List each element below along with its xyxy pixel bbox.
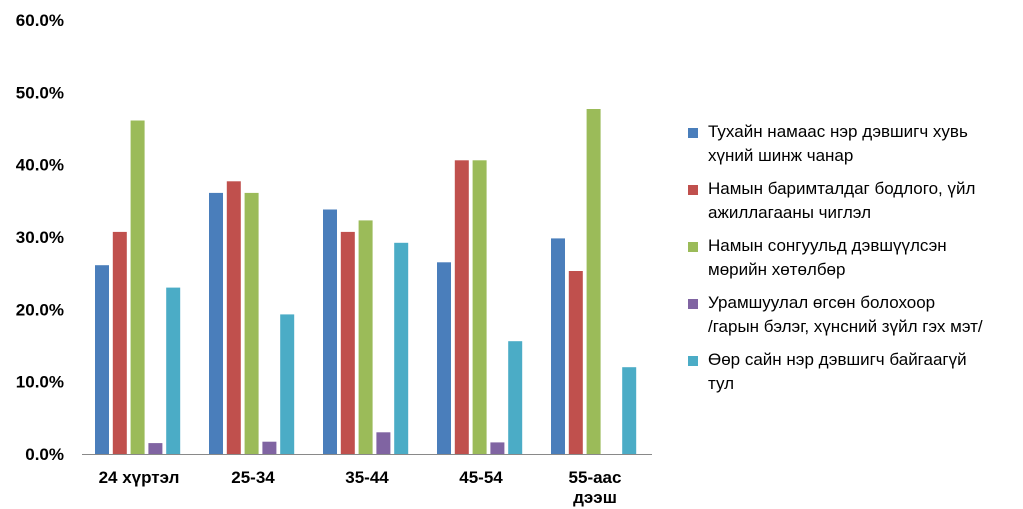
x-category-label-line: дээш [573,488,617,507]
y-tick-label: 0.0% [25,445,64,464]
legend-label-line: Урамшуулал өгсөн болохоор [708,293,936,312]
legend-label-line: Намын сонгуульд дэвшүүлсэн [708,236,947,255]
legend-item: Намын сонгуульд дэвшүүлсэн мөрийн хөтөлбө… [688,234,1018,282]
legend-label-line: мөрийн хөтөлбөр [708,260,846,279]
legend-swatch [688,128,698,138]
legend-label-line: хүний шинж чанар [708,146,854,165]
bars [95,109,637,455]
y-tick-label: 20.0% [16,300,64,319]
bar-series-3-category-2 [244,192,259,454]
x-category-label-line: 45-54 [459,468,503,487]
legend-swatch [688,356,698,366]
y-tick-label: 30.0% [16,228,64,247]
legend-label-line: /гарын бэлэг, хүнсний зүйл гэх мэт/ [708,317,983,336]
bar-series-2-category-3 [340,231,355,454]
legend-swatch [688,185,698,195]
x-category-label: 55-аас дээш [569,468,622,507]
bar-series-2-category-5 [568,271,583,454]
bar-series-1-category-1 [95,265,109,454]
bar-series-5-category-3 [394,242,409,454]
legend-label-line: тул [708,374,735,393]
bar-series-5-category-4 [508,341,523,454]
x-category-label-line: 25-34 [231,468,275,487]
x-category-label-line: 35-44 [345,468,389,487]
bar-series-2-category-2 [226,181,241,455]
y-tick-label: 60.0% [16,11,64,30]
legend-label-line: ажиллагааны чиглэл [708,203,872,222]
y-axis-ticks: 0.0% 10.0% 20.0% 30.0% 40.0% 50.0% 60.0% [16,11,64,464]
legend-label-line: Тухайн намаас нэр дэвшигч хувь [708,122,968,141]
x-category-label: 45-54 [459,468,503,487]
legend: Тухайн намаас нэр дэвшигч хувь хүний шинж… [688,120,1018,405]
legend-item: Тухайн намаас нэр дэвшигч хувь хүний шинж… [688,120,1018,168]
bar-series-1-category-4 [437,262,451,454]
bar-series-3-category-5 [586,109,601,454]
bar-series-3-category-1 [130,120,145,454]
legend-item: Намын баримталдаг бодлого, үйл ажиллагаан… [688,177,1018,225]
bar-series-3-category-4 [472,160,487,455]
bar-series-5-category-2 [280,314,295,454]
legend-swatch [688,242,698,252]
bar-series-1-category-5 [551,238,565,454]
x-category-label: 35-44 [345,468,389,487]
y-tick-label: 10.0% [16,373,64,392]
bar-series-2-category-1 [112,231,127,454]
bar-series-4-category-1 [148,443,163,454]
x-category-label-line: 24 хүртэл [99,468,180,487]
legend-label-line: Намын баримталдаг бодлого, үйл [708,179,976,198]
x-category-label-line: 55-аас [569,468,622,487]
x-category-label: 24 хүртэл [99,468,180,487]
bar-series-5-category-5 [622,367,637,454]
legend-swatch [688,299,698,309]
bar-series-1-category-2 [209,192,223,454]
bar-series-1-category-3 [323,209,337,454]
bar-series-4-category-3 [376,432,391,454]
bar-series-5-category-1 [166,287,181,454]
y-tick-label: 40.0% [16,156,64,175]
x-axis-labels: 24 хүртэл 25-34 35-44 45-54 55-аас дээш [99,468,622,507]
legend-item: Өөр сайн нэр дэвшигч байгаагүй тул [688,348,1018,396]
legend-label-line: Өөр сайн нэр дэвшигч байгаагүй [708,350,967,369]
bar-series-2-category-4 [454,160,469,455]
legend-item: Урамшуулал өгсөн болохоор/гарын бэлэг, х… [688,291,1018,339]
bar-series-4-category-2 [262,441,277,454]
x-category-label: 25-34 [231,468,275,487]
y-tick-label: 50.0% [16,83,64,102]
bar-series-4-category-4 [490,442,505,454]
bar-series-3-category-3 [358,220,373,454]
